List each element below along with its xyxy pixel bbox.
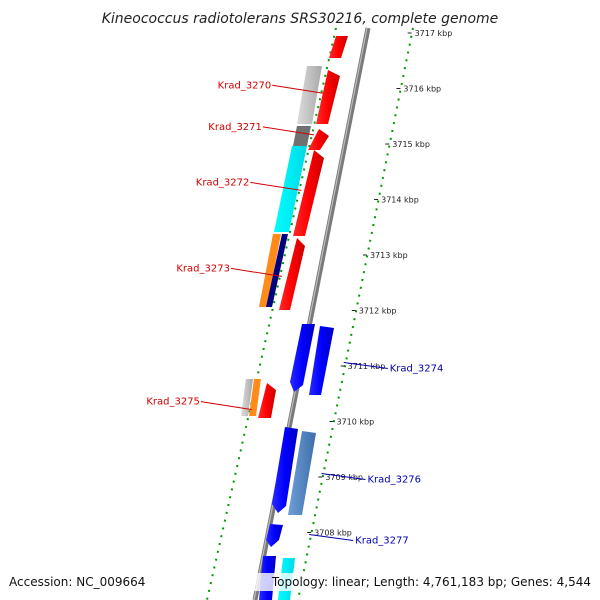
kbp-label: 3715 kbp xyxy=(392,140,430,149)
gene-arrow-krad-3274-a xyxy=(290,324,315,392)
kbp-label: 3712 kbp xyxy=(359,307,397,316)
gene-arrow-krad-3272 xyxy=(293,150,324,236)
cds-block-krad-3270 xyxy=(297,66,322,124)
gene-label-krad-3271[interactable]: Krad_3271 xyxy=(208,122,262,133)
cds-block-krad-3273-orange xyxy=(259,234,281,307)
gene-leader-krad-3277 xyxy=(309,534,354,541)
kbp-label: 3710 kbp xyxy=(336,418,374,427)
gene-arrow-krad-3270 xyxy=(316,70,340,124)
kbp-label: 3717 kbp xyxy=(415,29,453,38)
gene-label-krad-3275[interactable]: Krad_3275 xyxy=(146,397,200,408)
gene-label-krad-3276[interactable]: Krad_3276 xyxy=(367,474,421,485)
gene-leader-krad-3271 xyxy=(262,126,314,136)
kbp-labels: 3717 kbp 3716 kbp 3715 kbp 3714 kbp 3713 kbp… xyxy=(307,29,452,538)
gene-arrow-krad-3277 xyxy=(266,524,283,547)
gene-label-krad-3273[interactable]: Krad_3273 xyxy=(176,263,230,274)
summary-background xyxy=(240,573,594,591)
gene-leader-krad-3275 xyxy=(200,401,253,411)
gene-leader-krad-3270 xyxy=(272,84,324,94)
gene-leader-krad-3276 xyxy=(321,472,366,480)
summary-text: Topology: linear; Length: 4,761,183 bp; … xyxy=(271,575,591,589)
kbp-label: 3716 kbp xyxy=(403,85,441,94)
tick-track-right xyxy=(297,27,414,600)
tick-dotted-line-right xyxy=(297,27,414,600)
cds-block-krad-3273-navy xyxy=(266,234,288,307)
cds-block-krad-3275-silver xyxy=(241,379,253,416)
gene-arrow-krad-3276-a xyxy=(272,427,298,513)
kbp-label: 3714 kbp xyxy=(381,196,419,205)
tick-track-left xyxy=(206,27,337,600)
gene-arrow-krad-3276-b xyxy=(288,431,316,515)
gene-label-krad-3270[interactable]: Krad_3270 xyxy=(218,80,272,91)
accession-text: Accession: NC_009664 xyxy=(9,575,145,589)
gene-arrow-krad-3271 xyxy=(308,129,329,150)
gene-arrow-partial-top xyxy=(329,36,348,58)
gene-label-krad-3272[interactable]: Krad_3272 xyxy=(196,177,250,188)
kbp-label: 3713 kbp xyxy=(370,251,408,260)
gene-arrow-krad-3273 xyxy=(279,238,305,310)
gene-label-krad-3274[interactable]: Krad_3274 xyxy=(390,363,444,374)
gene-arrow-krad-3274-b xyxy=(309,326,334,395)
kbp-label: 3711 kbp xyxy=(348,362,386,371)
tick-dotted-line-left xyxy=(206,27,337,600)
cds-block-krad-3271 xyxy=(293,126,311,146)
cds-block-krad-3275-orange xyxy=(249,379,261,416)
features xyxy=(241,36,348,600)
accession-background xyxy=(6,573,146,591)
gene-leader-krad-3273 xyxy=(230,267,283,277)
kbp-label: 3708 kbp xyxy=(314,529,352,538)
gene-label-krad-3277[interactable]: Krad_3277 xyxy=(355,536,409,547)
gene-arrow-krad-3275 xyxy=(258,383,276,418)
map-title: Kineococcus radiotolerans SRS30216, comp… xyxy=(102,11,499,27)
gene-labels: Krad_3270 Krad_3271 Krad_3272 Krad_3273 Krad… xyxy=(146,80,443,546)
kbp-label: 3709 kbp xyxy=(325,473,363,482)
gene-leader-krad-3274 xyxy=(343,361,388,369)
gene-leader-krad-3272 xyxy=(250,181,302,191)
